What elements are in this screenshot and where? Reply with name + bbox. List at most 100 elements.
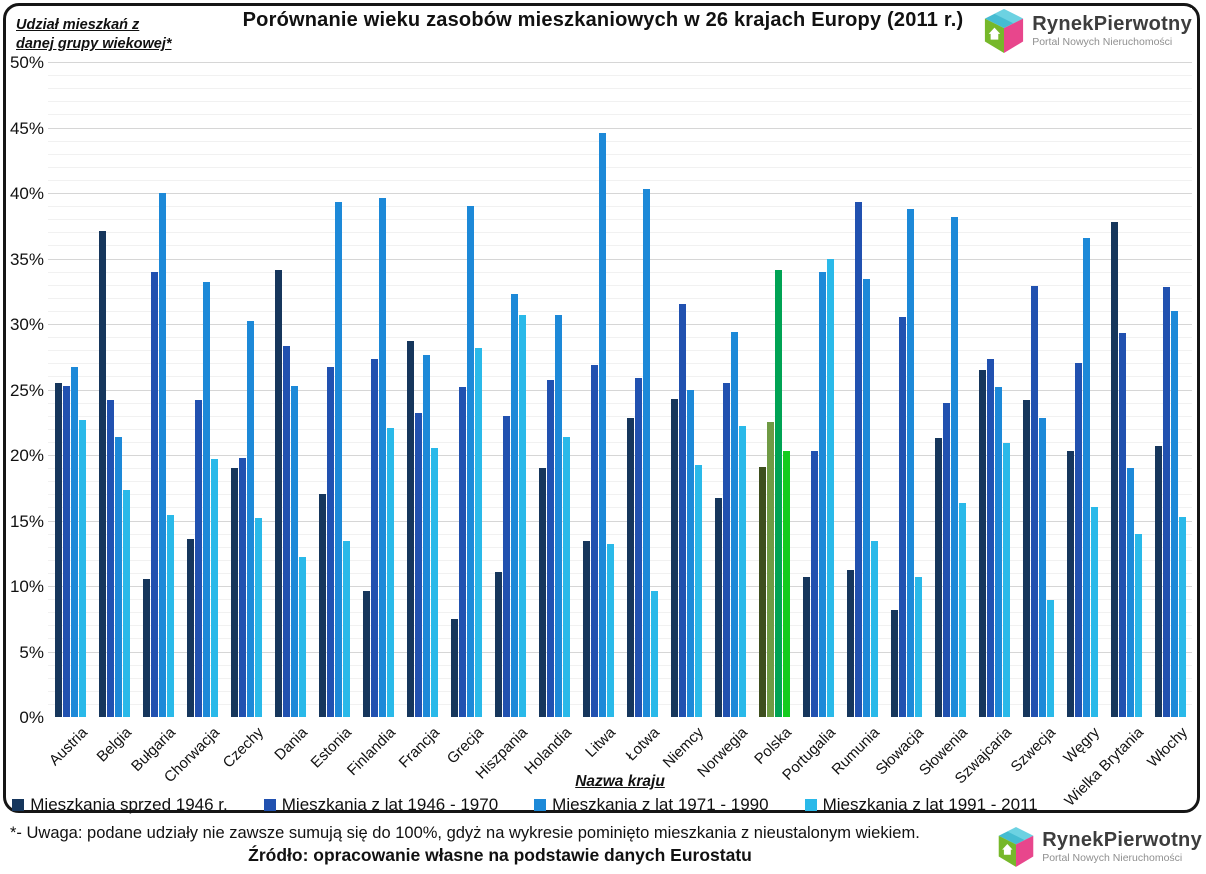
bar-Bułgaria-series1 (142, 579, 150, 717)
y-tick-label-10: 10% (9, 577, 44, 596)
bar-Portugalia-series2 (810, 451, 818, 717)
bar-Rumunia-series2 (854, 202, 862, 717)
bar-Czechy-series4 (254, 517, 262, 717)
gridline-minor-44 (48, 140, 1192, 142)
bar-Polska-series4 (782, 451, 790, 717)
gridline-minor-16 (48, 507, 1192, 509)
bar-Holandia-series4 (562, 436, 570, 717)
y-tick-label-20: 20% (9, 446, 44, 465)
gridline-major-50 (48, 62, 1192, 63)
legend-item: Mieszkania sprzed 1946 r. (12, 795, 228, 815)
bar-group-Estonia (312, 62, 356, 717)
gridline-minor-19 (48, 468, 1192, 470)
bar-Finlandia-series2 (370, 359, 378, 717)
bar-Finlandia-series3 (378, 198, 386, 717)
bar-Rumunia-series1 (846, 570, 854, 717)
gridline-minor-11 (48, 572, 1192, 574)
bar-Szwecja-series2 (1030, 286, 1038, 717)
bar-group-Dania (268, 62, 312, 717)
gridline-major-20 (48, 455, 1192, 456)
bar-group-Hiszpania (488, 62, 532, 717)
chart-title: Porównanie wieku zasobów mieszkaniowych … (242, 9, 964, 31)
logo-tagline: Portal Nowych Nieruchomości (1032, 36, 1173, 49)
bar-Estonia-series1 (318, 494, 326, 717)
bar-Chorwacja-series2 (194, 399, 202, 717)
bar-Szwecja-series3 (1038, 418, 1046, 717)
y-tick-label-5: 5% (19, 642, 44, 662)
bar-group-Finlandia (356, 62, 400, 717)
gridline-minor-24 (48, 402, 1192, 404)
gridline-minor-7 (48, 625, 1192, 627)
gridline-minor-18 (48, 481, 1192, 483)
bar-Łotwa-series3 (642, 189, 650, 717)
legend-item: Mieszkania z lat 1946 - 1970 (263, 795, 498, 815)
bar-Francja-series2 (414, 413, 422, 717)
bar-group-Bułgaria (136, 62, 180, 717)
bar-Bułgaria-series4 (166, 515, 174, 717)
bar-Hiszpania-series1 (494, 571, 502, 717)
y-axis-note-line1: Udział mieszkań z (16, 17, 140, 33)
legend-label: Mieszkania z lat 1991 - 2011 (822, 795, 1038, 814)
logo-text: RynekPierwotny Portal Nowych Nieruchomoś… (1032, 14, 1192, 48)
bar-Estonia-series4 (342, 541, 350, 717)
bar-Węgry-series1 (1066, 451, 1074, 717)
bar-group-Niemcy (664, 62, 708, 717)
bar-Szwajcaria-series1 (978, 369, 986, 717)
x-axis-title: Nazwa kraju (575, 773, 665, 790)
gridline-minor-23 (48, 415, 1192, 417)
gridline-minor-41 (48, 179, 1192, 181)
bar-Portugalia-series3 (818, 271, 826, 717)
gridline-minor-31 (48, 310, 1192, 312)
bar-Austria-series3 (70, 367, 78, 717)
bar-group-Włochy (1148, 62, 1192, 717)
bar-Łotwa-series1 (626, 418, 634, 717)
bar-Norwegia-series3 (730, 331, 738, 717)
gridline-minor-3 (48, 677, 1192, 679)
gridline-minor-8 (48, 612, 1192, 614)
legend-swatch-pre1946 (12, 799, 25, 811)
bar-Hiszpania-series4 (518, 314, 526, 717)
bar-Holandia-series3 (554, 314, 562, 717)
gridline-major-35 (48, 258, 1192, 260)
bar-Polska-series3 (774, 270, 782, 717)
legend-item: Mieszkania z lat 1971 - 1990 (534, 795, 769, 815)
bar-Belgia-series4 (122, 490, 130, 717)
gridline-minor-6 (48, 638, 1192, 640)
gridline-minor-28 (48, 350, 1192, 352)
gridline-minor-38 (48, 219, 1192, 221)
y-axis-note-line2: danej grupy wiekowej* (16, 36, 172, 52)
gridline-major-40 (48, 193, 1192, 194)
bar-Polska-series2 (766, 422, 774, 717)
source-line: Źródło: opracowanie własne na podstawie … (248, 845, 752, 865)
bar-Estonia-series3 (334, 202, 342, 717)
gridline-major-5 (48, 651, 1192, 653)
bar-Szwajcaria-series4 (1002, 443, 1010, 717)
gridline-minor-46 (48, 114, 1192, 116)
bar-Włochy-series2 (1162, 287, 1170, 717)
gridline-minor-17 (48, 494, 1192, 496)
bar-Norwegia-series4 (738, 426, 746, 717)
bar-Chorwacja-series1 (186, 538, 194, 717)
bar-Finlandia-series1 (362, 591, 370, 717)
logo-name: RynekPierwotny (1042, 829, 1202, 852)
y-tick-label-50: 50% (9, 53, 44, 72)
bar-group-Czechy (224, 62, 268, 717)
bar-Norwegia-series1 (714, 498, 722, 717)
bar-Dania-series3 (290, 385, 298, 717)
logo-top-right: RynekPierwotny Portal Nowych Nieruchomoś… (983, 8, 1192, 54)
gridline-minor-39 (48, 206, 1192, 208)
bar-Chorwacja-series3 (202, 282, 210, 717)
bar-Słowacja-series4 (914, 576, 922, 717)
bar-Włochy-series1 (1154, 445, 1162, 717)
bar-Grecja-series2 (458, 386, 466, 717)
gridline-minor-9 (48, 599, 1192, 601)
bar-group-Chorwacja (180, 62, 224, 717)
bar-Bułgaria-series3 (158, 193, 166, 717)
logo-cube-icon (998, 827, 1034, 867)
gridline-minor-1 (48, 703, 1192, 705)
gridline-minor-36 (48, 245, 1192, 247)
bar-Norwegia-series2 (722, 382, 730, 717)
bar-Hiszpania-series2 (502, 415, 510, 717)
bar-Węgry-series4 (1090, 507, 1098, 717)
